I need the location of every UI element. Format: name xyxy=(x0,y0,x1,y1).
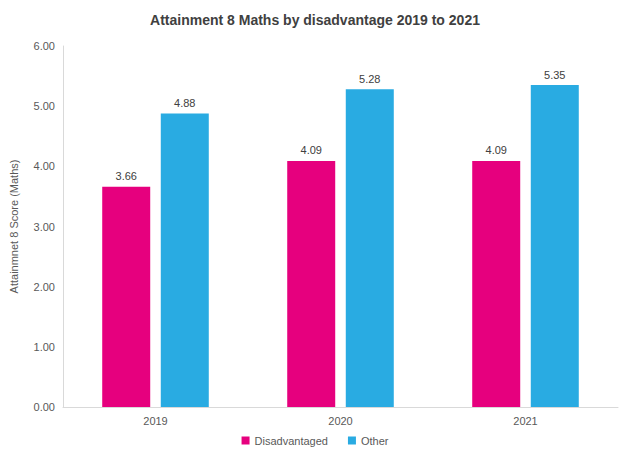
svg-text:4.88: 4.88 xyxy=(174,97,195,109)
svg-text:2020: 2020 xyxy=(328,415,352,427)
svg-text:4.09: 4.09 xyxy=(301,144,322,156)
svg-text:Other: Other xyxy=(361,435,389,447)
svg-text:6.00: 6.00 xyxy=(34,40,55,52)
svg-text:Attainmnet 8 Score (Maths): Attainmnet 8 Score (Maths) xyxy=(8,160,20,294)
svg-text:2021: 2021 xyxy=(513,415,537,427)
svg-text:5.00: 5.00 xyxy=(34,100,55,112)
svg-text:5.35: 5.35 xyxy=(544,69,565,81)
svg-text:0.00: 0.00 xyxy=(34,401,55,413)
svg-text:Disadvantaged: Disadvantaged xyxy=(255,435,328,447)
svg-text:2019: 2019 xyxy=(143,415,167,427)
svg-text:5.28: 5.28 xyxy=(359,73,380,85)
svg-text:3.66: 3.66 xyxy=(116,170,137,182)
svg-text:3.00: 3.00 xyxy=(34,221,55,233)
svg-text:2.00: 2.00 xyxy=(34,281,55,293)
svg-text:4.00: 4.00 xyxy=(34,160,55,172)
svg-text:1.00: 1.00 xyxy=(34,341,55,353)
svg-text:4.09: 4.09 xyxy=(486,144,507,156)
svg-text:Attainment 8 Maths by disadvan: Attainment 8 Maths by disadvantage 2019 … xyxy=(150,12,480,28)
